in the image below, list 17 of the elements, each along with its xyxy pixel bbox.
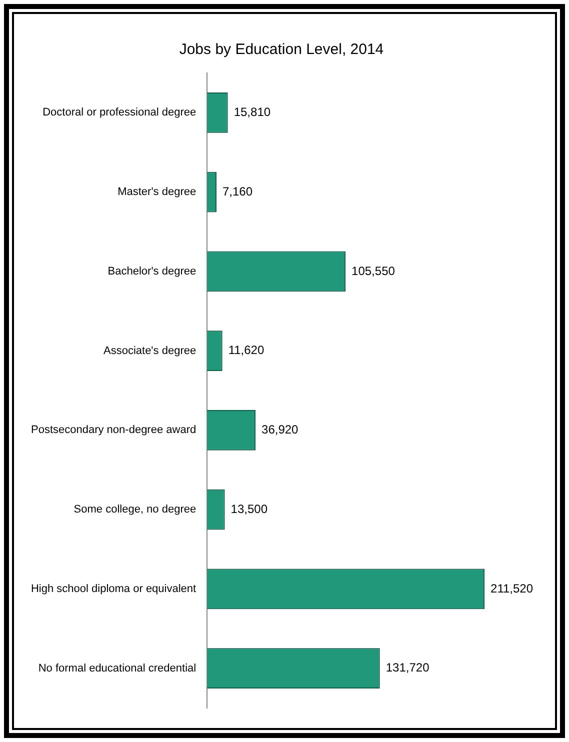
data-label: 211,520 xyxy=(490,581,534,596)
y-tick-label: Some college, no degree xyxy=(74,504,196,516)
data-label: 11,620 xyxy=(228,343,264,358)
y-tick-label: Postsecondary non-degree award xyxy=(30,424,196,436)
data-label: 7,160 xyxy=(222,184,253,198)
y-tick-label: High school diploma or equivalent xyxy=(30,582,196,595)
data-label: 36,920 xyxy=(262,422,299,436)
data-label: 15,810 xyxy=(234,105,271,119)
y-tick-label: Bachelor's degree xyxy=(108,265,196,278)
y-tick-label: No formal educational credential xyxy=(38,662,196,674)
y-tick-label: Associate's degree xyxy=(103,344,196,357)
data-label: 131,720 xyxy=(386,660,430,675)
y-tick-label: Master's degree xyxy=(118,186,196,198)
y-tick-label: Doctoral or professional degree xyxy=(42,106,196,119)
data-label: 13,500 xyxy=(230,502,268,516)
chart-title: Jobs by Education Level, 2014 xyxy=(179,41,384,58)
data-label: 105,550 xyxy=(352,264,396,278)
